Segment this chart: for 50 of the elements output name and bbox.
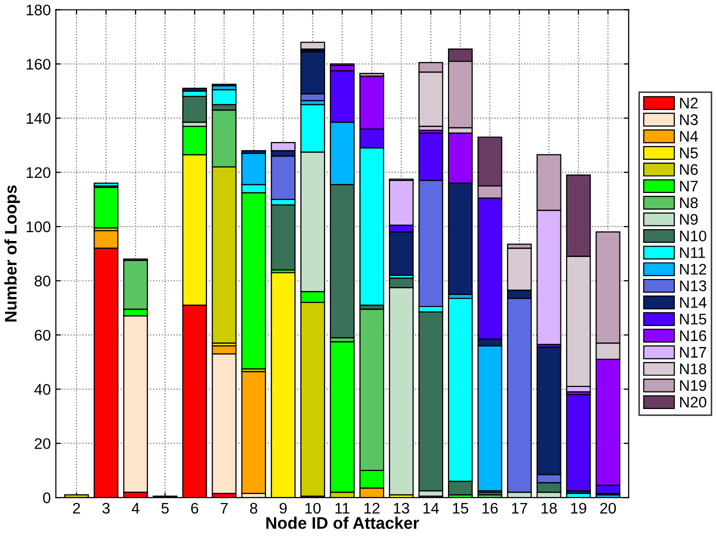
legend-label: N15 <box>680 314 706 324</box>
legend-label: N2 <box>680 98 698 108</box>
x-tick-label: 7 <box>220 502 228 514</box>
legend-label: N19 <box>680 380 706 391</box>
x-tick-label: 15 <box>453 502 468 514</box>
y-tick-label: 160 <box>26 58 50 70</box>
legend-label: N3 <box>680 114 698 126</box>
y-tick-label: 100 <box>26 221 50 232</box>
legend-label: N13 <box>680 280 706 292</box>
x-axis-title: Node ID of Attacker <box>266 516 420 529</box>
legend-label: N11 <box>680 247 706 258</box>
y-tick-label: 40 <box>34 384 50 395</box>
x-tick-label: 5 <box>161 502 169 514</box>
legend-label: N8 <box>680 197 698 208</box>
x-tick-label: 13 <box>394 502 410 514</box>
x-tick-label: 19 <box>571 502 586 514</box>
x-tick-label: 4 <box>132 502 140 514</box>
x-tick-label: 6 <box>191 502 198 514</box>
x-tick-label: 17 <box>512 502 528 514</box>
y-tick-label: 0 <box>43 492 50 504</box>
x-tick-label: 12 <box>364 502 380 514</box>
y-tick-label: 60 <box>34 330 50 341</box>
legend-label: N17 <box>680 347 706 358</box>
y-tick-label: 20 <box>34 438 50 450</box>
legend-label: N7 <box>680 180 698 192</box>
legend-label: N10 <box>680 230 706 242</box>
legend-label: N20 <box>680 396 706 408</box>
legend-label: N14 <box>680 297 706 308</box>
x-tick-label: 10 <box>305 502 321 514</box>
legend-label: N9 <box>680 214 698 225</box>
y-tick-label: 80 <box>34 276 50 286</box>
legend-label: N6 <box>680 164 698 175</box>
x-tick-label: 2 <box>73 502 80 514</box>
x-tick-label: 20 <box>600 502 616 514</box>
y-tick-label: 180 <box>26 4 50 16</box>
legend-label: N18 <box>680 364 706 374</box>
x-tick-label: 16 <box>482 502 498 514</box>
legend-label: N12 <box>680 264 706 274</box>
y-axis-title: Number of Loops <box>4 185 20 322</box>
x-tick-label: 8 <box>250 502 258 514</box>
legend-label: N5 <box>680 148 698 158</box>
y-tick-label: 140 <box>26 113 50 124</box>
legend-label: N4 <box>680 131 698 142</box>
x-tick-label: 11 <box>335 502 350 514</box>
y-tick-label: 120 <box>26 167 50 178</box>
x-tick-label: 9 <box>280 502 287 514</box>
x-tick-label: 18 <box>542 502 557 514</box>
legend-label: N16 <box>680 330 706 342</box>
x-tick-label: 14 <box>423 502 439 514</box>
x-tick-label: 3 <box>102 502 110 514</box>
